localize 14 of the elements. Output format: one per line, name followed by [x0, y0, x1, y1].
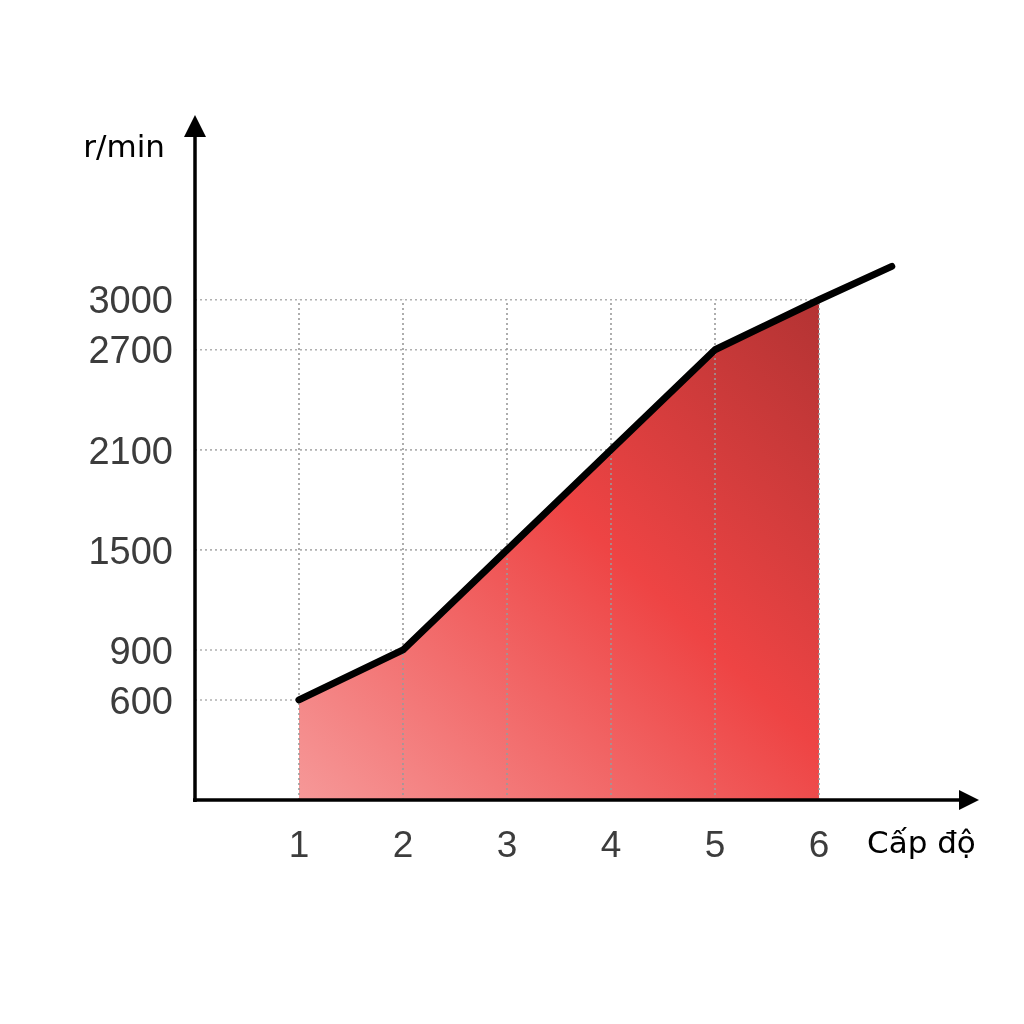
x-tick-label: 1	[288, 824, 310, 865]
y-tick-label: 1500	[88, 529, 173, 572]
x-tick-label: 6	[808, 824, 830, 865]
y-tick-label: 2700	[88, 329, 173, 372]
x-tick-label: 5	[704, 824, 726, 865]
x-tick-label: 4	[600, 824, 622, 865]
x-tick-label: 3	[496, 824, 518, 865]
x-tick-label: 2	[392, 824, 414, 865]
y-tick-label: 600	[109, 679, 173, 722]
y-tick-label: 2100	[88, 429, 173, 472]
y-axis-title: r/min	[83, 128, 165, 164]
y-tick-label: 900	[109, 629, 173, 672]
x-axis-title: Cấp độ	[867, 824, 976, 860]
y-tick-label: 3000	[88, 279, 173, 322]
